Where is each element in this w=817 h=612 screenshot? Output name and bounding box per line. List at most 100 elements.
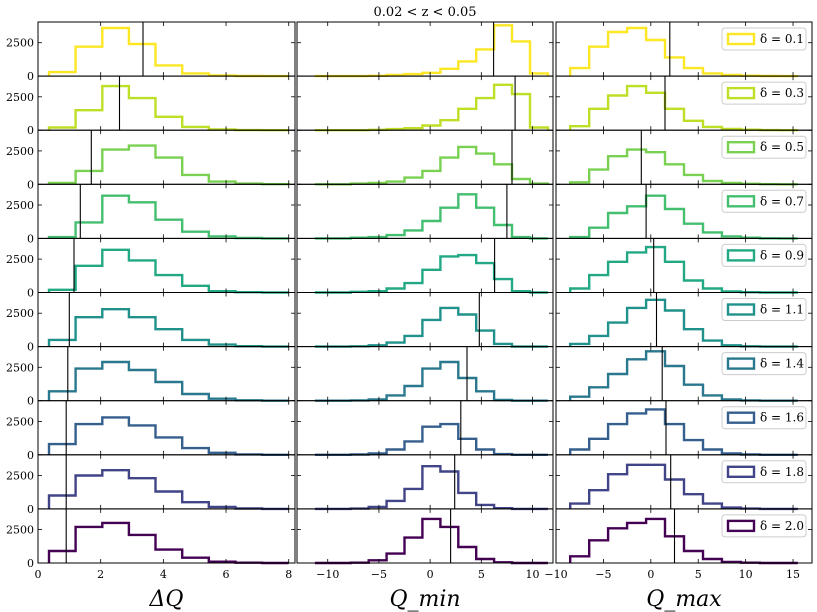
subplot-2-6 bbox=[296, 292, 554, 348]
x-tick-label: −5 bbox=[371, 568, 387, 581]
x-tick-label: −10 bbox=[544, 568, 567, 581]
x-tick-label: 6 bbox=[223, 568, 230, 581]
histogram-step bbox=[314, 360, 548, 402]
y-tick-label: 0 bbox=[27, 557, 34, 570]
y-tick-label: 2500 bbox=[6, 470, 34, 483]
y-tick-label: 0 bbox=[27, 449, 34, 462]
legend-5: δ = 0.9 bbox=[721, 243, 807, 267]
subplot-frame bbox=[296, 346, 554, 402]
y-tick-label: 0 bbox=[27, 287, 34, 300]
x-tick-label: 0 bbox=[647, 568, 654, 581]
legend-swatch bbox=[726, 411, 756, 424]
subplot-2-10 bbox=[296, 508, 554, 565]
legend-label: δ = 1.6 bbox=[760, 411, 804, 425]
y-tick-label: 2500 bbox=[6, 253, 34, 266]
subplot-1-6: 0 2500 bbox=[6, 292, 296, 354]
x-tick-label: 8 bbox=[285, 568, 292, 581]
subplot-2-9 bbox=[296, 454, 554, 511]
subplot-1-10: 0 2500 bbox=[6, 508, 296, 570]
subplot-2-7 bbox=[296, 346, 554, 402]
figure-title: 0.02 < z < 0.05 bbox=[373, 5, 476, 20]
legend-2: δ = 0.3 bbox=[721, 81, 807, 105]
subplot-1-1: 0 2500 bbox=[6, 21, 296, 83]
legend-label: δ = 0.5 bbox=[760, 140, 804, 154]
x-axis-label: Q_max bbox=[646, 587, 722, 612]
histogram-step bbox=[47, 469, 289, 511]
histogram-step bbox=[314, 465, 548, 511]
subplot-frame bbox=[555, 508, 813, 564]
histogram-step bbox=[47, 521, 289, 565]
subplot-1-5: 0 2500 bbox=[6, 237, 296, 300]
x-tick-label: 15 bbox=[786, 568, 800, 581]
legend-6: δ = 1.1 bbox=[721, 298, 807, 321]
x-tick-label: 4 bbox=[160, 568, 167, 581]
histogram-step bbox=[314, 145, 550, 186]
legend-8: δ = 1.6 bbox=[721, 406, 807, 430]
histogram-step bbox=[314, 517, 548, 565]
histogram-step bbox=[47, 84, 289, 132]
y-tick-label: 2500 bbox=[6, 307, 34, 320]
histogram-step bbox=[47, 360, 289, 402]
histogram-step bbox=[47, 308, 289, 348]
legend-swatch bbox=[726, 357, 756, 370]
subplot-1-2: 0 2500 bbox=[6, 75, 296, 137]
subplot-3-8: δ = 1.6 bbox=[555, 400, 813, 456]
histogram-step bbox=[569, 194, 798, 240]
legend-label: δ = 0.3 bbox=[760, 86, 804, 100]
y-tick-label: 0 bbox=[27, 70, 34, 83]
y-tick-label: 2500 bbox=[6, 361, 34, 374]
legend-1: δ = 0.1 bbox=[721, 27, 807, 51]
legend-9: δ = 1.8 bbox=[721, 460, 807, 484]
x-tick-label: 5 bbox=[695, 568, 702, 581]
y-tick-label: 0 bbox=[27, 178, 34, 191]
histogram-step bbox=[314, 253, 548, 294]
histogram-step bbox=[314, 422, 548, 456]
subplot-2-3 bbox=[296, 129, 554, 186]
subplot-frame bbox=[296, 508, 554, 564]
subplot-3-5: δ = 0.9 bbox=[555, 237, 813, 294]
legend-label: δ = 2.0 bbox=[760, 519, 804, 533]
subplot-2-4 bbox=[296, 183, 554, 240]
subplot-1-7: 0 2500 bbox=[6, 346, 296, 408]
legend-swatch bbox=[726, 249, 756, 262]
histogram-step bbox=[314, 83, 550, 132]
legend-swatch bbox=[726, 519, 756, 533]
subplot-frame bbox=[37, 508, 296, 564]
y-tick-label: 2500 bbox=[6, 415, 34, 428]
histogram-step bbox=[47, 144, 290, 186]
subplot-3-1: δ = 0.1 bbox=[555, 21, 813, 78]
subplot-2-8 bbox=[296, 400, 554, 456]
x-tick-label: 2 bbox=[97, 568, 104, 581]
plot-grid: 0250002500025000250002500025000250002500… bbox=[6, 21, 813, 612]
subplot-3-2: δ = 0.3 bbox=[555, 75, 813, 132]
subplot-2-5 bbox=[296, 237, 554, 294]
subplot-frame bbox=[296, 237, 554, 293]
legend-swatch bbox=[726, 195, 756, 208]
legend-7: δ = 1.4 bbox=[721, 352, 807, 376]
histogram-step bbox=[47, 26, 289, 78]
y-tick-label: 0 bbox=[27, 124, 34, 137]
histogram-step bbox=[47, 248, 289, 294]
subplot-3-4: δ = 0.7 bbox=[555, 183, 813, 240]
subplot-1-4: 0 2500 bbox=[6, 183, 296, 245]
subplot-frame bbox=[296, 183, 554, 239]
subplot-2-2 bbox=[296, 75, 554, 132]
x-axis-label: Q_min bbox=[389, 587, 460, 612]
y-tick-label: 0 bbox=[27, 341, 34, 354]
x-tick-label: −5 bbox=[595, 568, 611, 581]
subplot-1-8: 0 2500 bbox=[6, 400, 296, 462]
subplot-frame bbox=[296, 129, 554, 185]
legend-10: δ = 2.0 bbox=[721, 514, 807, 538]
histogram-step bbox=[314, 24, 550, 78]
subplot-frame bbox=[296, 21, 554, 77]
subplot-frame bbox=[296, 454, 554, 510]
subplot-3-6: δ = 1.1 bbox=[555, 292, 813, 348]
legend-swatch bbox=[726, 465, 756, 478]
subplot-1-9: 0 2500 bbox=[6, 454, 296, 516]
x-tick-label: 5 bbox=[478, 568, 485, 581]
subplot-2-1 bbox=[296, 21, 554, 78]
histogram-step bbox=[47, 416, 289, 456]
histogram-step bbox=[314, 306, 548, 348]
subplot-3-3: δ = 0.5 bbox=[555, 129, 813, 186]
